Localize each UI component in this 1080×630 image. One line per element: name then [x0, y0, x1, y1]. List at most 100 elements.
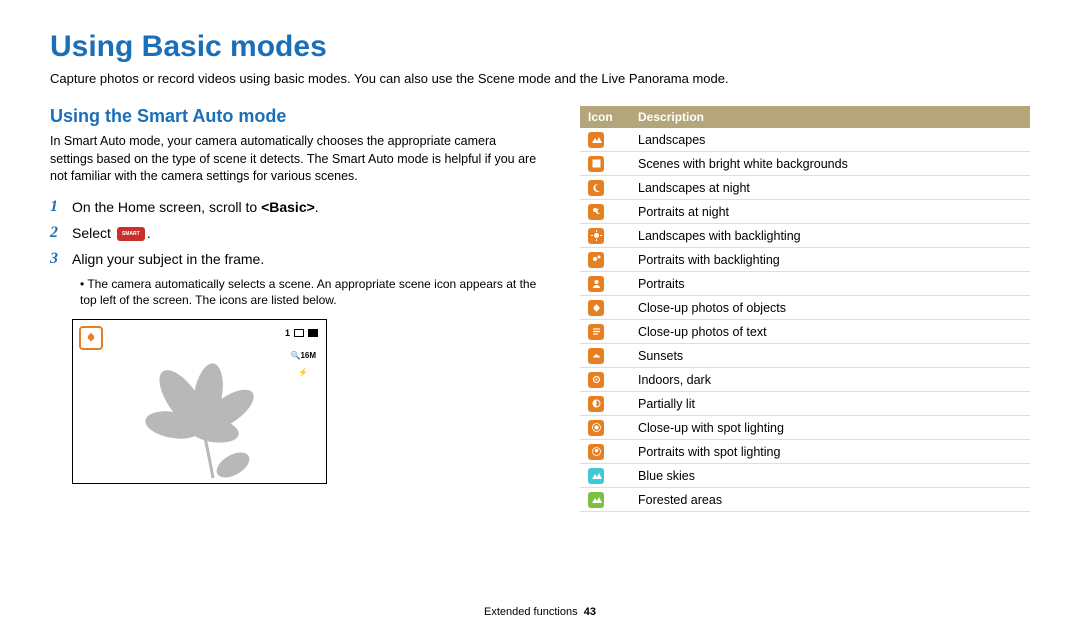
zoom-icon: 🔍16M	[290, 350, 316, 363]
content-columns: Using the Smart Auto mode In Smart Auto …	[50, 106, 1030, 512]
bullet-note: The camera automatically selects a scene…	[80, 276, 540, 310]
icon-table-row: Portraits	[580, 272, 1030, 296]
step-1: 1 On the Home screen, scroll to <Basic>.	[50, 198, 540, 216]
section-title: Using the Smart Auto mode	[50, 106, 540, 127]
camera-preview-illustration: 1 🔍16M ⚡	[72, 319, 327, 484]
step-text: Select .	[72, 224, 151, 241]
step-bold: <Basic>	[261, 199, 315, 215]
scene-type-icon	[588, 348, 604, 364]
left-column: Using the Smart Auto mode In Smart Auto …	[50, 106, 540, 512]
icon-cell	[588, 300, 638, 316]
icon-table-row: Portraits with backlighting	[580, 248, 1030, 272]
scene-type-icon	[588, 132, 604, 148]
step-3: 3 Align your subject in the frame.	[50, 250, 540, 268]
step-text-post: .	[147, 225, 151, 241]
scene-type-icon	[588, 204, 604, 220]
icon-cell	[588, 444, 638, 460]
scene-type-icon	[588, 300, 604, 316]
scene-type-icon	[588, 492, 604, 508]
icon-table-row: Portraits at night	[580, 200, 1030, 224]
scene-type-icon	[588, 396, 604, 412]
icon-cell	[588, 492, 638, 508]
page-footer: Extended functions 43	[484, 606, 596, 618]
section-description: In Smart Auto mode, your camera automati…	[50, 133, 540, 186]
icon-cell	[588, 324, 638, 340]
desc-cell: Close-up photos of objects	[638, 301, 1022, 315]
icon-table: Landscapes Scenes with bright white backg…	[580, 128, 1030, 512]
icon-cell	[588, 180, 638, 196]
scene-type-icon	[588, 276, 604, 292]
icon-cell	[588, 420, 638, 436]
icon-cell	[588, 252, 638, 268]
scene-type-icon	[588, 180, 604, 196]
icon-cell	[588, 348, 638, 364]
desc-cell: Portraits	[638, 277, 1022, 291]
desc-cell: Partially lit	[638, 397, 1022, 411]
battery-icon	[308, 329, 318, 337]
icon-table-row: Landscapes	[580, 128, 1030, 152]
desc-cell: Landscapes with backlighting	[638, 229, 1022, 243]
desc-cell: Portraits at night	[638, 205, 1022, 219]
right-column: Icon Description Landscapes Scenes with b…	[580, 106, 1030, 512]
desc-cell: Portraits with spot lighting	[638, 445, 1022, 459]
scene-type-icon	[588, 324, 604, 340]
icon-cell	[588, 204, 638, 220]
flash-icon: ⚡	[290, 367, 316, 380]
footer-label: Extended functions	[484, 606, 578, 618]
header-desc-col: Description	[638, 110, 1022, 124]
memory-icon	[294, 329, 304, 337]
icon-table-row: Forested areas	[580, 488, 1030, 512]
desc-cell: Indoors, dark	[638, 373, 1022, 387]
preview-right-info: 🔍16M ⚡	[290, 350, 316, 380]
icon-table-row: Partially lit	[580, 392, 1030, 416]
icon-cell	[588, 228, 638, 244]
page-title: Using Basic modes	[50, 30, 1030, 64]
header-icon-col: Icon	[588, 110, 638, 124]
step-number: 2	[50, 224, 72, 242]
step-text-pre: On the Home screen, scroll to	[72, 199, 261, 215]
step-number: 1	[50, 198, 72, 216]
scene-type-icon	[588, 156, 604, 172]
desc-cell: Landscapes at night	[638, 181, 1022, 195]
scene-type-icon	[588, 372, 604, 388]
icon-table-row: Blue skies	[580, 464, 1030, 488]
icon-table-row: Scenes with bright white backgrounds	[580, 152, 1030, 176]
count-label: 1	[285, 328, 290, 338]
icon-table-row: Portraits with spot lighting	[580, 440, 1030, 464]
scene-type-icon	[588, 444, 604, 460]
icon-cell	[588, 276, 638, 292]
desc-cell: Blue skies	[638, 469, 1022, 483]
icon-table-row: Close-up photos of text	[580, 320, 1030, 344]
icon-cell	[588, 156, 638, 172]
flower-illustration	[113, 350, 283, 480]
desc-cell: Close-up with spot lighting	[638, 421, 1022, 435]
icon-table-header: Icon Description	[580, 106, 1030, 128]
icon-table-row: Landscapes at night	[580, 176, 1030, 200]
icon-cell	[588, 132, 638, 148]
icon-cell	[588, 372, 638, 388]
desc-cell: Forested areas	[638, 493, 1022, 507]
scene-icon-badge	[79, 326, 103, 350]
scene-type-icon	[588, 468, 604, 484]
icon-table-row: Indoors, dark	[580, 368, 1030, 392]
icon-cell	[588, 396, 638, 412]
desc-cell: Landscapes	[638, 133, 1022, 147]
icon-table-row: Landscapes with backlighting	[580, 224, 1030, 248]
step-text: On the Home screen, scroll to <Basic>.	[72, 198, 319, 215]
intro-text: Capture photos or record videos using ba…	[50, 70, 1030, 88]
scene-type-icon	[588, 228, 604, 244]
step-text-pre: Select	[72, 225, 115, 241]
step-2: 2 Select .	[50, 224, 540, 242]
step-number: 3	[50, 250, 72, 268]
desc-cell: Sunsets	[638, 349, 1022, 363]
icon-table-row: Sunsets	[580, 344, 1030, 368]
smart-mode-icon	[117, 227, 145, 241]
footer-page-number: 43	[584, 606, 596, 618]
step-list: 1 On the Home screen, scroll to <Basic>.…	[50, 198, 540, 268]
scene-type-icon	[588, 420, 604, 436]
desc-cell: Close-up photos of text	[638, 325, 1022, 339]
step-text: Align your subject in the frame.	[72, 250, 264, 267]
icon-table-row: Close-up photos of objects	[580, 296, 1030, 320]
scene-type-icon	[588, 252, 604, 268]
icon-table-row: Close-up with spot lighting	[580, 416, 1030, 440]
